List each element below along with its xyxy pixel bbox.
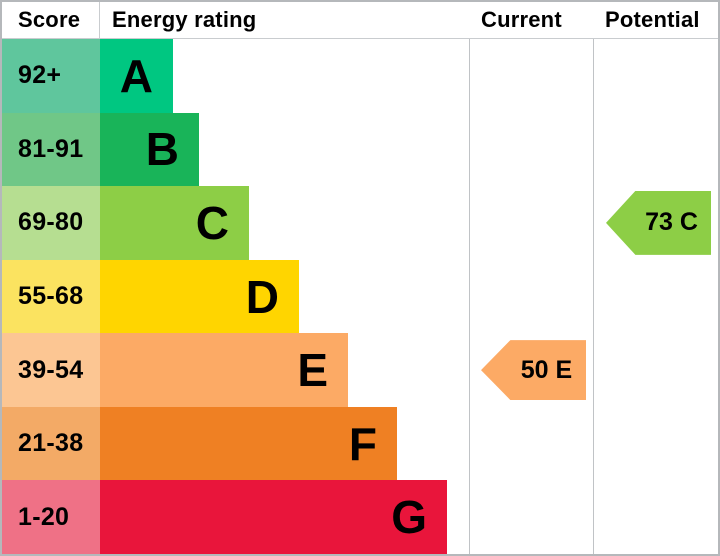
band-score-range: 55-68	[2, 259, 100, 334]
band-score-range: 81-91	[2, 112, 100, 187]
current-rating-label: 50 E	[520, 355, 573, 384]
band-letter: C	[195, 196, 229, 249]
band-score-range: 92+	[2, 39, 100, 113]
band-rows: 92+ A 81-91 B 69-80 C 55-68 D 39-54 E 21…	[2, 39, 718, 554]
band-bar-c: C	[100, 186, 249, 260]
band-letter: F	[348, 417, 377, 470]
band-bar-d: D	[100, 259, 299, 334]
band-row-a: 92+ A	[2, 39, 718, 113]
band-letter: E	[297, 344, 328, 397]
header-current: Current	[481, 7, 562, 32]
band-bar-e: E	[100, 333, 348, 407]
band-score-range: 39-54	[2, 333, 100, 407]
band-row-b: 81-91 B	[2, 112, 718, 187]
band-bar-f: F	[100, 406, 397, 481]
column-divider-potential	[593, 2, 594, 554]
header-score: Score	[2, 2, 100, 38]
band-bar-a: A	[100, 39, 173, 113]
band-row-g: 1-20 G	[2, 480, 718, 554]
potential-rating-label: 73 C	[645, 208, 698, 237]
band-row-e: 39-54 E	[2, 333, 718, 407]
header-potential: Potential	[605, 7, 700, 32]
header-energy-rating: Energy rating	[112, 7, 257, 32]
band-row-f: 21-38 F	[2, 406, 718, 481]
band-letter: D	[245, 270, 279, 323]
band-letter: A	[119, 49, 153, 102]
band-score-range: 21-38	[2, 406, 100, 481]
band-row-c: 69-80 C	[2, 186, 718, 260]
band-bar-g: G	[100, 480, 447, 554]
band-letter: B	[145, 123, 179, 176]
column-divider-current	[469, 2, 470, 554]
band-score-range: 1-20	[2, 480, 100, 554]
band-score-range: 69-80	[2, 186, 100, 260]
band-bar-b: B	[100, 112, 199, 187]
band-row-d: 55-68 D	[2, 259, 718, 334]
band-letter: G	[391, 491, 427, 544]
chart-header: Score Energy rating Current Potential	[2, 2, 718, 39]
